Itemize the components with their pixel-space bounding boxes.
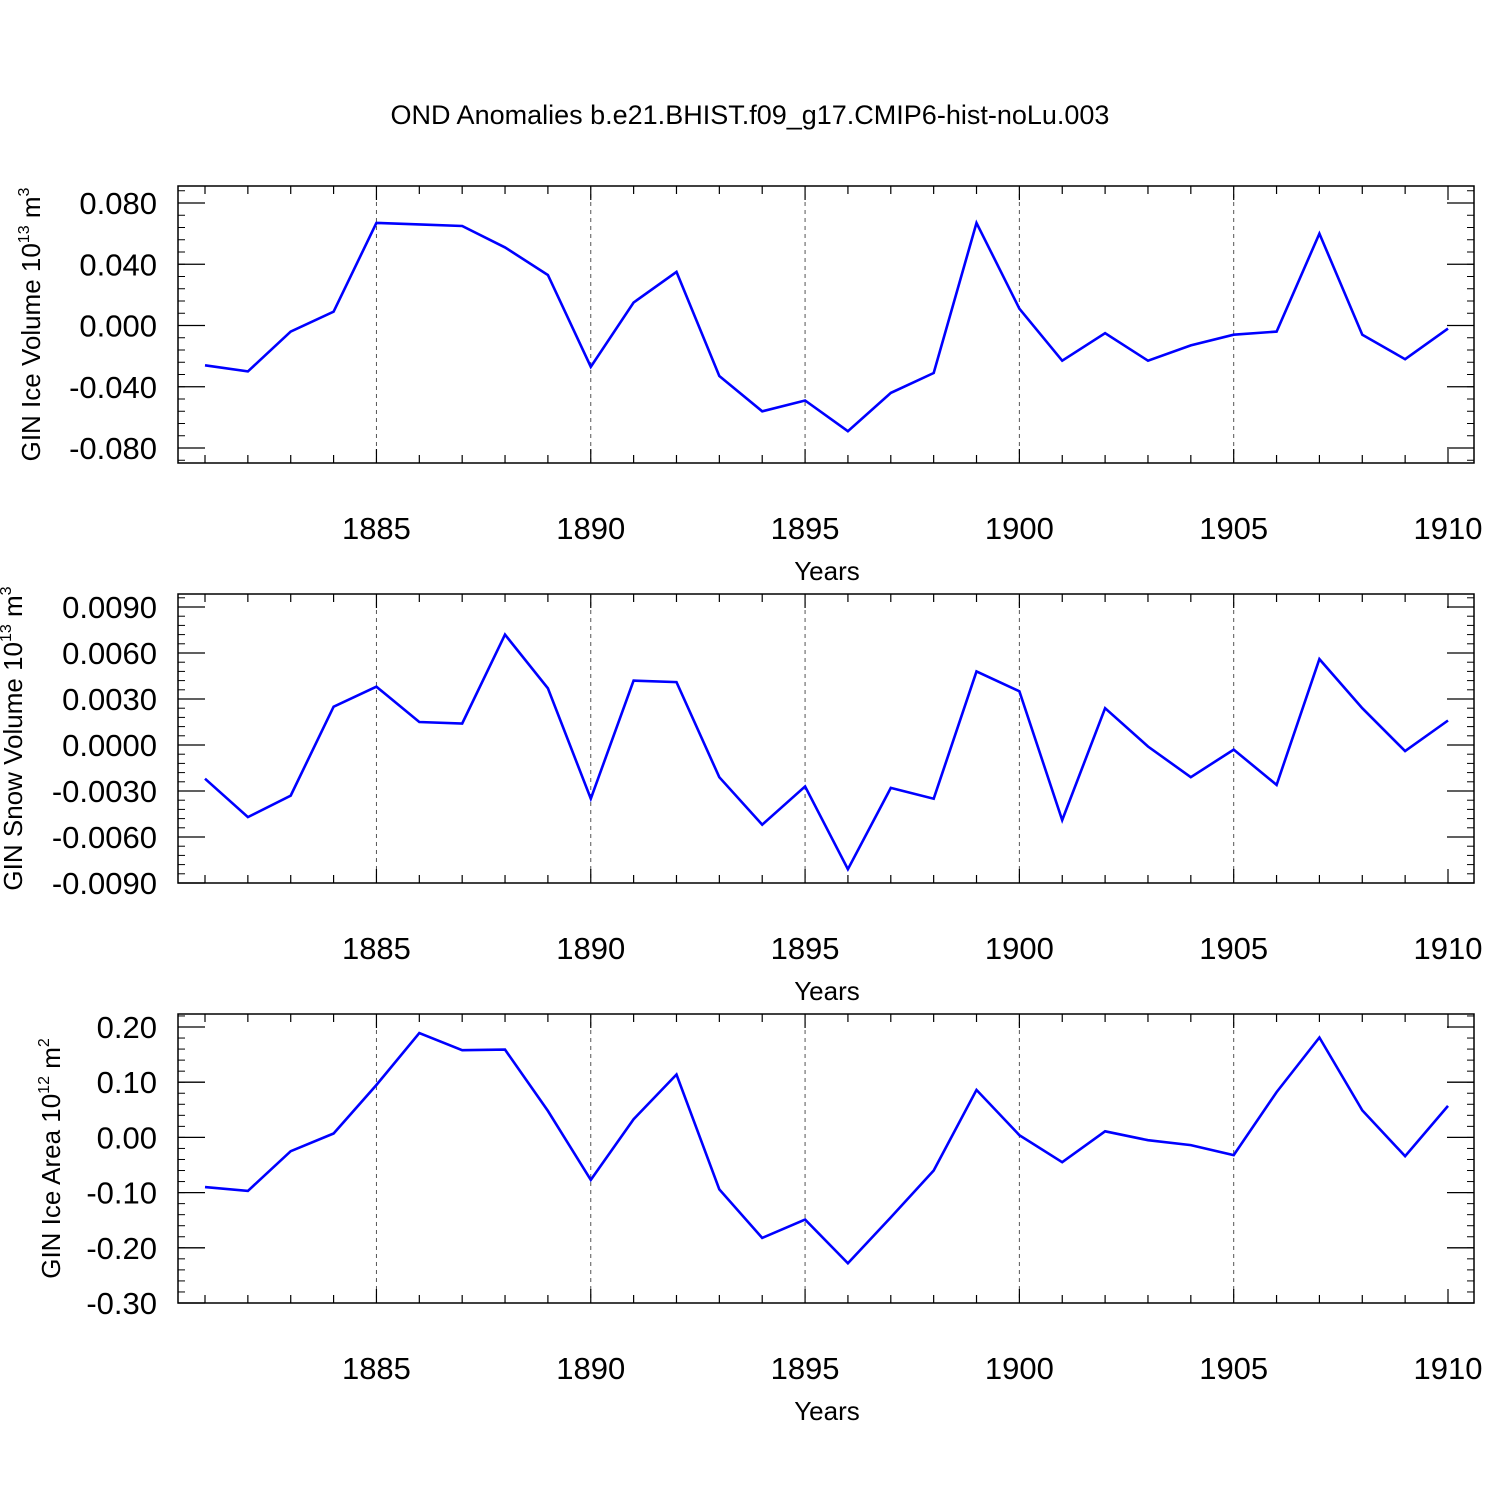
y-tick-label: 0.0030 bbox=[62, 682, 157, 717]
x-tick-label: 1895 bbox=[771, 931, 840, 966]
y-tick-label: 0.040 bbox=[79, 247, 157, 282]
chart-panels: 0.080 0.040 0.000 -0.040 -0.080 1885 1890 1895 1… bbox=[0, 185, 1483, 1426]
chart-panel-2: 0.0090 0.0060 0.0030 0.0000 -0.0030 -0.0060 -0… bbox=[0, 586, 1482, 1006]
y-tick-label: -0.20 bbox=[86, 1231, 157, 1266]
y-tick-label: -0.080 bbox=[69, 431, 157, 466]
y-tick-label: 0.0060 bbox=[62, 636, 157, 671]
x-tick-label: 1900 bbox=[985, 511, 1054, 546]
y-tick-label: -0.30 bbox=[86, 1286, 157, 1321]
y-tick-label: 0.20 bbox=[97, 1010, 157, 1045]
x-tick-label: 1885 bbox=[342, 1351, 411, 1386]
x-tick-label: 1890 bbox=[556, 1351, 625, 1386]
x-tick-label: 1900 bbox=[985, 931, 1054, 966]
y-axis-label: GIN Snow Volume 1013 m3 bbox=[0, 586, 28, 890]
plot-frame bbox=[177, 593, 1475, 884]
plot-frame bbox=[177, 185, 1475, 464]
x-tick-label: 1895 bbox=[771, 511, 840, 546]
y-tick-label: -0.10 bbox=[86, 1176, 157, 1211]
x-axis-label: Years bbox=[794, 556, 860, 586]
y-tick-label: 0.0000 bbox=[62, 728, 157, 763]
x-tick-label: 1905 bbox=[1199, 1351, 1268, 1386]
y-tick-label: -0.0090 bbox=[52, 866, 157, 901]
x-axis-label: Years bbox=[794, 976, 860, 1006]
x-tick-label: 1890 bbox=[556, 511, 625, 546]
y-tick-label: -0.0030 bbox=[52, 774, 157, 809]
x-tick-label: 1910 bbox=[1414, 511, 1483, 546]
plot-frame bbox=[177, 1013, 1475, 1304]
series-line bbox=[204, 219, 1449, 433]
x-tick-label: 1910 bbox=[1414, 931, 1483, 966]
x-tick-label: 1905 bbox=[1199, 931, 1268, 966]
chart-panel-1: 0.080 0.040 0.000 -0.040 -0.080 1885 1890 1895 1… bbox=[16, 185, 1483, 586]
x-tick-label: 1895 bbox=[771, 1351, 840, 1386]
x-tick-label: 1885 bbox=[342, 511, 411, 546]
y-tick-label: 0.10 bbox=[97, 1065, 157, 1100]
series-line bbox=[204, 1031, 1449, 1266]
y-tick-label: 0.00 bbox=[97, 1120, 157, 1155]
y-tick-label: -0.0060 bbox=[52, 820, 157, 855]
y-tick-label: 0.0090 bbox=[62, 590, 157, 625]
y-tick-label: -0.040 bbox=[69, 370, 157, 405]
y-axis-label: GIN Ice Volume 1013 m3 bbox=[16, 187, 46, 461]
x-tick-label: 1900 bbox=[985, 1351, 1054, 1386]
figure-title: OND Anomalies b.e21.BHIST.f09_g17.CMIP6-… bbox=[391, 100, 1110, 130]
y-tick-label: 0.080 bbox=[79, 186, 157, 221]
x-tick-label: 1885 bbox=[342, 931, 411, 966]
y-axis-label: GIN Ice Area 1012 m2 bbox=[36, 1038, 66, 1279]
y-tick-label: 0.000 bbox=[79, 309, 157, 344]
series-line bbox=[204, 632, 1449, 873]
x-tick-label: 1890 bbox=[556, 931, 625, 966]
chart-panel-3: 0.20 0.10 0.00 -0.10 -0.20 -0.30 1885 1890 1895 1… bbox=[36, 1010, 1482, 1426]
x-tick-label: 1910 bbox=[1414, 1351, 1483, 1386]
x-tick-label: 1905 bbox=[1199, 511, 1268, 546]
x-axis-label: Years bbox=[794, 1396, 860, 1426]
